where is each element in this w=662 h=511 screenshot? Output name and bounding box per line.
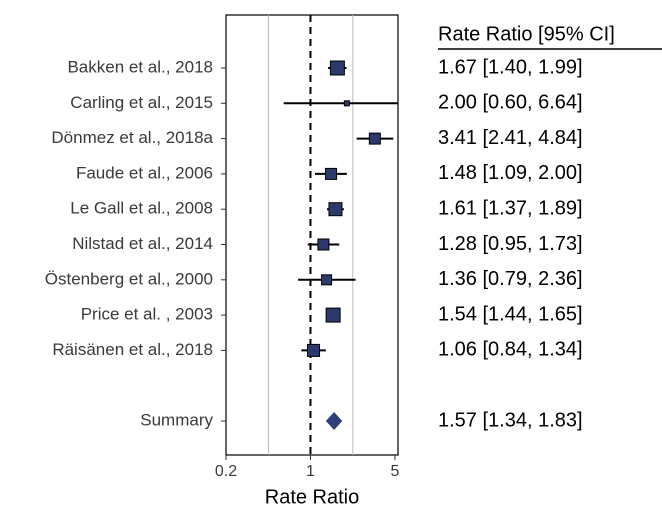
- estimate-square: [328, 202, 343, 217]
- estimate-square: [321, 274, 333, 286]
- estimate-square: [368, 132, 381, 145]
- estimate-square: [329, 60, 345, 76]
- study-label: Östenberg et al., 2000: [45, 269, 213, 288]
- study-label: Faude et al., 2006: [76, 163, 213, 182]
- summary-value-label: 1.57 [1.34, 1.83]: [438, 409, 583, 431]
- value-label: 2.00 [0.60, 6.64]: [438, 92, 583, 114]
- summary-label: Summary: [140, 410, 213, 429]
- x-tick-label: 5: [390, 463, 399, 480]
- x-tick-label: 0.2: [215, 463, 237, 480]
- x-axis-title: Rate Ratio: [265, 486, 360, 508]
- value-label: 1.54 [1.44, 1.65]: [438, 303, 583, 325]
- value-label: 1.06 [0.84, 1.34]: [438, 339, 583, 361]
- estimate-square: [325, 167, 338, 180]
- value-label: 1.67 [1.40, 1.99]: [438, 56, 583, 78]
- value-label: 1.48 [1.09, 2.00]: [438, 162, 583, 184]
- value-label: 1.36 [0.79, 2.36]: [438, 268, 583, 290]
- estimate-square: [325, 307, 341, 323]
- study-label: Le Gall et al., 2008: [70, 199, 213, 218]
- value-label: 1.28 [0.95, 1.73]: [438, 233, 583, 255]
- x-tick-label: 1: [306, 463, 315, 480]
- summary-diamond: [325, 412, 343, 430]
- plot-area: [268, 15, 398, 455]
- study-label: Bakken et al., 2018: [67, 57, 213, 76]
- estimate-square: [317, 238, 330, 251]
- estimate-square: [307, 343, 321, 357]
- study-label: Räisänen et al., 2018: [52, 340, 213, 359]
- estimate-square: [343, 100, 350, 107]
- study-label: Nilstad et al., 2014: [72, 234, 213, 253]
- panel-frame: [225, 14, 399, 456]
- table-header: Rate Ratio [95% CI]: [438, 23, 615, 45]
- study-label: Carling et al., 2015: [70, 93, 213, 112]
- study-label: Price et al. , 2003: [81, 305, 213, 324]
- study-label: Dönmez et al., 2018a: [51, 128, 213, 147]
- value-label: 1.61 [1.37, 1.89]: [438, 197, 583, 219]
- value-label: 3.41 [2.41, 4.84]: [438, 127, 583, 149]
